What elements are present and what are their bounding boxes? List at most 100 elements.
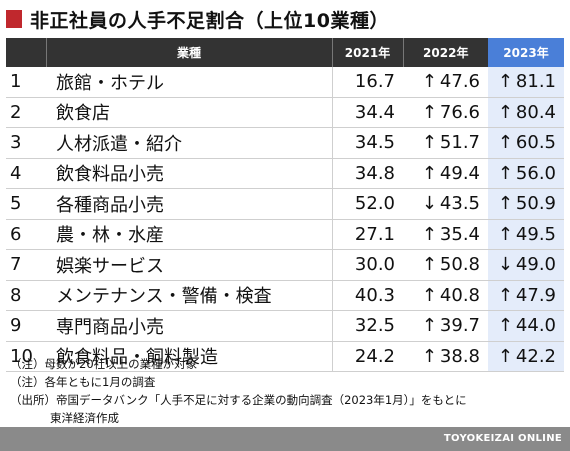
- value-2021: 34.8: [354, 162, 395, 184]
- trend-arrow-icon: ↑: [497, 345, 513, 367]
- industry-cell: 飲食料品小売: [46, 158, 332, 189]
- industry-cell: 専門商品小売: [46, 310, 332, 342]
- value-2023: 47.9: [515, 284, 556, 306]
- value-2021-cell: 34.4: [331, 97, 403, 128]
- table-row: 6 農・林・水産 27.1 ↑ 35.4 ↑ 49.5: [6, 219, 564, 250]
- value-2023-cell: ↑ 81.1: [488, 67, 564, 98]
- value-2021: 24.2: [354, 345, 395, 367]
- rank-cell: 6: [6, 219, 46, 250]
- industry-name: 飲食料品・飼料製造: [56, 347, 218, 369]
- industry-cell: 飲食料品・飼料製造: [46, 341, 332, 372]
- rank-cell: 3: [6, 127, 46, 159]
- header-industry: 業種: [46, 38, 333, 67]
- value-2022: 40.8: [439, 284, 480, 306]
- trend-arrow-icon: ↑: [497, 315, 513, 337]
- value-2022-cell: ↑ 47.6: [403, 67, 488, 98]
- industry-name: 旅館・ホテル: [56, 72, 164, 94]
- value-2021-cell: 34.8: [331, 158, 403, 189]
- value-2022-cell: ↑ 76.6: [403, 97, 488, 128]
- title-bar: 非正社員の人手不足割合（上位10業種）: [6, 4, 389, 34]
- value-2023-cell: ↑ 80.4: [488, 97, 564, 128]
- rank-cell: 5: [6, 188, 46, 220]
- industry-cell: 人材派遣・紹介: [46, 127, 332, 159]
- table-row: 8 メンテナンス・警備・検査 40.3 ↑ 40.8 ↑ 47.9: [6, 280, 564, 311]
- value-2022-cell: ↑ 40.8: [403, 280, 488, 311]
- trend-arrow-icon: ↑: [497, 223, 513, 245]
- value-2023: 50.9: [515, 193, 556, 215]
- industry-cell: メンテナンス・警備・検査: [46, 280, 332, 311]
- value-2023-cell: ↑ 49.5: [488, 219, 564, 250]
- industry-name: 娯楽サービス: [56, 255, 164, 277]
- trend-arrow-icon: ↓: [421, 193, 437, 215]
- value-2021-cell: 16.7: [331, 67, 403, 98]
- trend-arrow-icon: ↑: [497, 132, 513, 154]
- rank-number: 3: [10, 132, 22, 154]
- rank-number: 1: [10, 71, 22, 93]
- rank-number: 5: [10, 193, 22, 215]
- value-2023: 44.0: [515, 315, 556, 337]
- value-2022-cell: ↓ 43.5: [403, 188, 488, 220]
- rank-cell: 9: [6, 310, 46, 342]
- industry-name: 人材派遣・紹介: [56, 133, 182, 155]
- value-2023-cell: ↑ 50.9: [488, 188, 564, 220]
- value-2022-cell: ↑ 51.7: [403, 127, 488, 159]
- value-2022: 51.7: [439, 132, 480, 154]
- value-2021: 52.0: [354, 193, 395, 215]
- value-2021-cell: 32.5: [331, 310, 403, 342]
- industry-cell: 各種商品小売: [46, 188, 332, 220]
- rank-cell: 1: [6, 67, 46, 98]
- industry-cell: 娯楽サービス: [46, 249, 332, 281]
- table-row: 5 各種商品小売 52.0 ↓ 43.5 ↑ 50.9: [6, 188, 564, 220]
- trend-arrow-icon: ↑: [497, 284, 513, 306]
- header-rank: [6, 38, 47, 67]
- value-2023-cell: ↑ 42.2: [488, 341, 564, 372]
- value-2022: 50.8: [439, 254, 480, 276]
- rank-number: 8: [10, 284, 22, 306]
- trend-arrow-icon: ↑: [421, 162, 437, 184]
- rank-cell: 2: [6, 97, 46, 128]
- rank-number: 9: [10, 315, 22, 337]
- trend-arrow-icon: ↑: [421, 284, 437, 306]
- value-2023-cell: ↑ 47.9: [488, 280, 564, 311]
- table-header-row: 業種 2021年 2022年 2023年: [6, 38, 564, 67]
- value-2023: 80.4: [515, 101, 556, 123]
- table-row: 10 飲食料品・飼料製造 24.2 ↑ 38.8 ↑ 42.2: [6, 341, 564, 372]
- value-2023: 49.5: [515, 223, 556, 245]
- trend-arrow-icon: ↑: [421, 254, 437, 276]
- rank-number: 2: [10, 101, 22, 123]
- value-2022-cell: ↑ 50.8: [403, 249, 488, 281]
- trend-arrow-icon: ↑: [421, 71, 437, 93]
- industry-name: メンテナンス・警備・検査: [56, 286, 272, 308]
- value-2022-cell: ↑ 38.8: [403, 341, 488, 372]
- value-2022: 35.4: [439, 223, 480, 245]
- note-line: （注）各年ともに1月の調査: [10, 375, 156, 389]
- header-2022: 2022年: [403, 38, 488, 67]
- page-title: 非正社員の人手不足割合（上位10業種）: [30, 9, 389, 32]
- note-line: （注）母数が20社以上の業種が対象: [10, 357, 198, 371]
- value-2023-cell: ↓ 49.0: [488, 249, 564, 281]
- rank-cell: 7: [6, 249, 46, 281]
- table-row: 4 飲食料品小売 34.8 ↑ 49.4 ↑ 56.0: [6, 158, 564, 189]
- trend-arrow-icon: ↑: [497, 101, 513, 123]
- table-row: 1 旅館・ホテル 16.7 ↑ 47.6 ↑ 81.1: [6, 67, 564, 98]
- table-row: 9 専門商品小売 32.5 ↑ 39.7 ↑ 44.0: [6, 310, 564, 342]
- value-2022-cell: ↑ 39.7: [403, 310, 488, 342]
- header-2023: 2023年: [488, 38, 564, 67]
- value-2021: 34.5: [354, 132, 395, 154]
- value-2021-cell: 52.0: [331, 188, 403, 220]
- rank-cell: 10: [6, 341, 46, 372]
- notes: （注）母数が20社以上の業種が対象 （注）各年ともに1月の調査 （出所）帝国デー…: [10, 355, 467, 427]
- value-2023: 49.0: [515, 254, 556, 276]
- value-2022-cell: ↑ 35.4: [403, 219, 488, 250]
- value-2021-cell: 40.3: [331, 280, 403, 311]
- industry-name: 飲食店: [56, 103, 110, 125]
- rank-number: 6: [10, 223, 22, 245]
- industry-name: 専門商品小売: [56, 316, 164, 338]
- value-2021: 32.5: [354, 315, 395, 337]
- value-2022: 76.6: [439, 101, 480, 123]
- rank-cell: 4: [6, 158, 46, 189]
- footer-brand: TOYOKEIZAI ONLINE: [0, 427, 570, 451]
- value-2021-cell: 24.2: [331, 341, 403, 372]
- note-line: （出所）帝国データバンク「人手不足に対する企業の動向調査（2023年1月）」をも…: [10, 393, 467, 407]
- trend-arrow-icon: ↑: [421, 132, 437, 154]
